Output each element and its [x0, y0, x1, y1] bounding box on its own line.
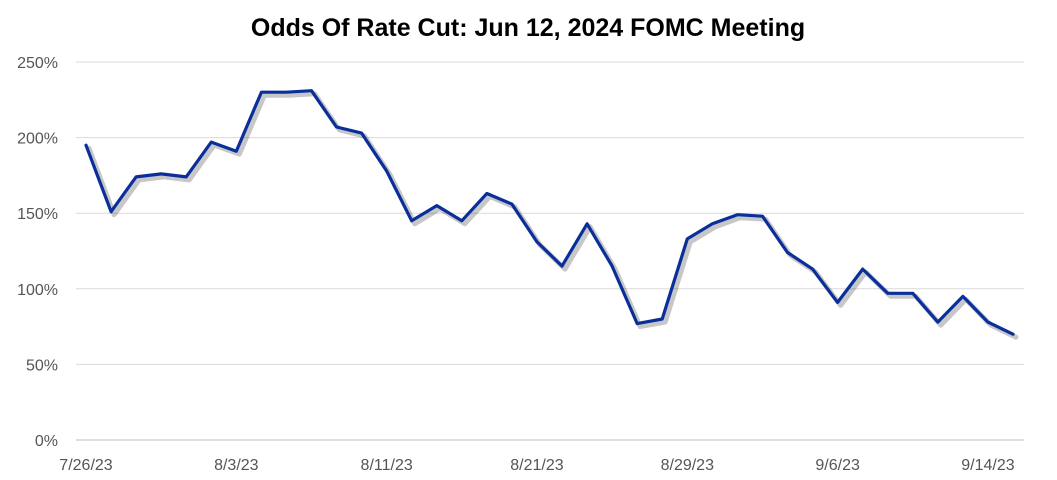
- x-tick-label: 8/3/23: [214, 457, 259, 474]
- data-point: [385, 169, 389, 173]
- x-tick-label: 9/6/23: [815, 457, 860, 474]
- series-line-shadow: [86, 91, 1019, 340]
- data-point: [936, 320, 940, 324]
- data-point: [735, 213, 739, 217]
- y-tick-label: 100%: [17, 282, 58, 299]
- y-tick-label: 200%: [17, 131, 58, 148]
- y-tick-label: 250%: [17, 55, 58, 72]
- data-point: [635, 322, 639, 326]
- y-tick-label: 150%: [17, 206, 58, 223]
- data-point: [510, 202, 514, 206]
- data-point: [109, 210, 113, 214]
- x-tick-label: 7/26/23: [59, 457, 112, 474]
- data-point: [410, 219, 414, 223]
- chart-title: Odds Of Rate Cut: Jun 12, 2024 FOMC Meet…: [251, 14, 805, 42]
- x-tick-label: 8/11/23: [361, 457, 413, 474]
- x-tick-label: 9/14/23: [961, 457, 1014, 474]
- data-point: [710, 222, 714, 226]
- data-point: [360, 131, 364, 135]
- y-tick-label: 50%: [26, 357, 58, 374]
- y-axis-tick-labels: 0% 50% 100% 150% 200% 250%: [17, 55, 58, 450]
- data-point: [134, 175, 138, 179]
- data-point: [1011, 332, 1015, 336]
- series-line: [84, 89, 1015, 336]
- data-point: [335, 125, 339, 129]
- x-tick-label: 8/29/23: [661, 457, 714, 474]
- data-point: [961, 294, 965, 298]
- data-point: [986, 320, 990, 324]
- data-point: [309, 89, 313, 93]
- data-point: [610, 264, 614, 268]
- x-axis-tick-labels: 7/26/23 8/3/23 8/11/23 8/21/23 8/29/23 9/6/23…: [59, 457, 1014, 474]
- data-point: [284, 90, 288, 94]
- data-point: [560, 264, 564, 268]
- gridlines: [76, 61, 1024, 441]
- data-point: [84, 143, 88, 147]
- data-point: [811, 267, 815, 271]
- y-tick-label: 0%: [35, 433, 58, 450]
- data-point: [535, 240, 539, 244]
- data-point: [660, 317, 664, 321]
- data-point: [209, 140, 213, 144]
- data-point: [435, 204, 439, 208]
- data-point: [836, 300, 840, 304]
- data-point: [685, 237, 689, 241]
- data-point: [760, 214, 764, 218]
- data-point: [886, 291, 890, 295]
- data-point: [861, 267, 865, 271]
- data-point: [485, 192, 489, 196]
- data-point: [911, 291, 915, 295]
- data-point: [234, 149, 238, 153]
- data-point: [159, 172, 163, 176]
- series-group: [84, 89, 1019, 340]
- data-point: [585, 222, 589, 226]
- x-tick-label: 8/21/23: [510, 457, 563, 474]
- data-point: [259, 90, 263, 94]
- data-point: [460, 219, 464, 223]
- data-point: [184, 175, 188, 179]
- data-point: [786, 251, 790, 255]
